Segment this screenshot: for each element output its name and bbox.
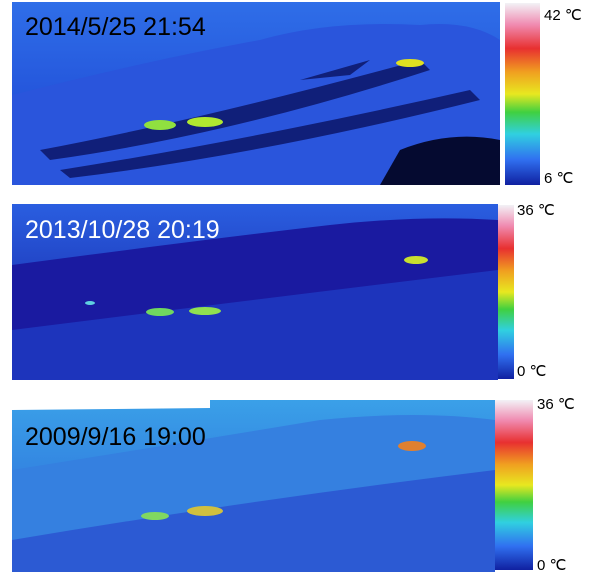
timestamp: 2014/5/25 21:54 [25,13,206,41]
hot-spot [141,512,169,520]
hot-spot [189,307,221,315]
scale-min-label: 0 ℃ [537,557,566,574]
thermal-panel: 2014/5/25 21:54 42 ℃ 6 ℃ [12,2,582,187]
timestamp: 2009/9/16 19:00 [25,423,206,451]
color-scale [498,205,514,379]
hot-spot [404,256,428,264]
timestamp: 2013/10/28 20:19 [25,216,220,244]
hot-spot [85,301,95,305]
scale-max-label: 36 ℃ [537,396,575,413]
scale-max-label: 42 ℃ [544,7,582,24]
hot-spot [187,506,223,516]
hot-spot [146,308,174,316]
scale-max-label: 36 ℃ [517,202,555,219]
thermal-panel: 2009/9/16 19:00 36 ℃ 0 ℃ [12,396,575,574]
hot-spot [144,120,176,130]
hot-spot [398,441,426,451]
scale-min-label: 0 ℃ [517,363,546,380]
color-scale [505,3,540,185]
thermal-panel: 2013/10/28 20:19 36 ℃ 0 ℃ [12,202,555,380]
hot-spot [187,117,223,127]
scale-min-label: 6 ℃ [544,170,573,187]
figure: 2014/5/25 21:54 42 ℃ 6 ℃ 2013/10/28 20:1… [0,0,599,577]
hot-spot [396,59,424,67]
color-scale [495,400,533,570]
